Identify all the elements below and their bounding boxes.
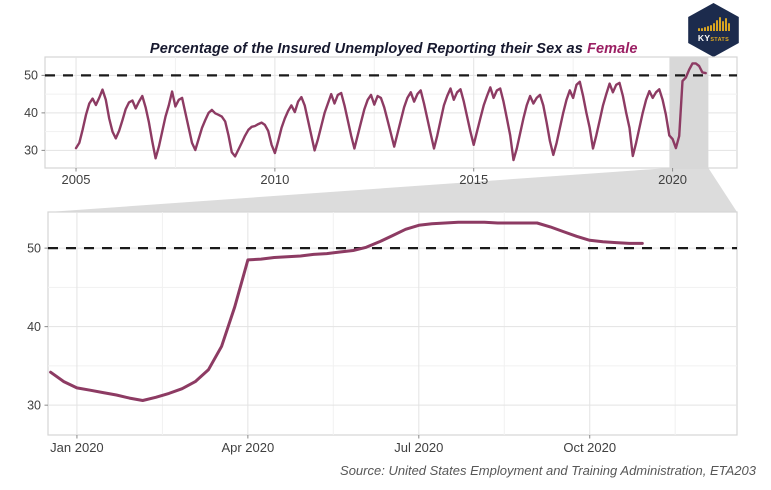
y-tick-label: 40 [24,106,38,120]
chart-panel-long-run: 2005 2010 2015 2020 30 40 50 [24,56,738,187]
logo-bar [712,23,715,31]
logo-stats: STATS [710,37,730,43]
logo-bar [718,17,721,31]
chart-panel-zoom-2020: Jan 2020 Apr 2020 Jul 2020 Oct 2020 30 40 50 [27,211,738,455]
source-citation: Source: United States Employment and Tra… [340,463,756,478]
panel-background [47,211,738,436]
logo-bar [727,23,730,31]
logo-bar [706,26,709,31]
x-tick-label: Jan 2020 [50,440,104,455]
x-tick-label: 2015 [459,172,488,187]
y-tick-label: 50 [27,241,41,255]
y-tick-label: 50 [24,69,38,83]
x-tick-label: 2010 [260,172,289,187]
data-line-percent_female [74,62,707,162]
page-title: Percentage of the Insured Unemployed Rep… [0,25,771,73]
x-tick-label: Oct 2020 [563,440,616,455]
title-highlight-female: Female [587,41,638,57]
logo-bar [724,18,727,31]
x-tick-label: Jul 2020 [394,440,443,455]
data-line-percent_female [49,220,644,402]
logo-bar-chart-icon [697,16,730,31]
x-tick-label: 2020 [658,172,687,187]
logo-bar [715,20,718,31]
logo-bar [721,21,724,31]
logo-bar [703,27,706,31]
x-tick-label: 2005 [62,172,91,187]
logo-ky: KY [697,33,711,43]
zoom-connector-shape [48,168,737,212]
y-tick-label: 30 [27,398,41,412]
y-tick-label: 30 [24,144,38,158]
logo-bar [700,28,703,31]
title-text: Percentage of the Insured Unemployed Rep… [149,41,587,57]
y-tick-label: 40 [27,320,41,334]
logo-wordmark: KYSTATS [698,33,729,44]
logo-bar [709,25,712,31]
logo-bar [697,28,700,31]
x-tick-label: Apr 2020 [221,440,274,455]
